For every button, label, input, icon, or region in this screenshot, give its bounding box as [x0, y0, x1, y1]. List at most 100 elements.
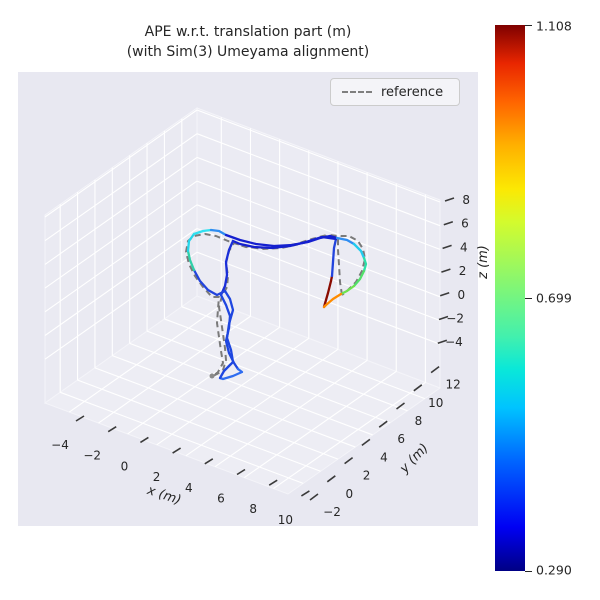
gridline-z [44, 204, 198, 313]
estimate-segment [218, 367, 244, 381]
x-axis-tick [139, 436, 149, 444]
x-axis-label: −2 [83, 449, 101, 463]
gridline-x [60, 391, 304, 484]
gridline-z [196, 251, 441, 345]
gridline-y [273, 382, 426, 489]
gridline-x [129, 342, 373, 436]
y-axis-label: −2 [323, 505, 341, 519]
x-axis-tick [268, 479, 278, 486]
y-axis-label: 8 [415, 414, 423, 428]
legend: reference [330, 78, 460, 106]
z-axis-label: −2 [446, 312, 464, 326]
estimate-segment [352, 269, 366, 288]
colorbar-label-min: 0.290 [536, 562, 572, 578]
legend-item-label: reference [381, 84, 444, 100]
x-axis-label: 6 [217, 492, 225, 506]
gridline-x [164, 318, 408, 412]
gridline-x [94, 367, 339, 460]
gridline-y [214, 359, 368, 468]
gridline-z [44, 180, 198, 289]
estimate-segment [330, 237, 338, 278]
z-axis-title: z (m) [476, 245, 491, 280]
estimate-segment [186, 232, 196, 253]
z-axis-tick [441, 268, 451, 273]
gridline-x [112, 355, 356, 448]
x-axis-label: 4 [185, 481, 193, 495]
z-axis-tick [439, 292, 450, 297]
z-axis-label: 6 [461, 217, 469, 231]
x-axis-label: −4 [51, 438, 69, 452]
z-axis-label: 8 [462, 193, 470, 207]
x-axis-label: 0 [121, 459, 129, 473]
estimate-segment [192, 268, 227, 297]
gridline-x [181, 306, 425, 400]
colorbar-tick-mid [525, 298, 532, 299]
gridline-y [68, 304, 222, 413]
z-axis-label: −4 [445, 335, 463, 349]
gridline-y [98, 315, 251, 424]
y-axis-tick [344, 456, 354, 465]
estimate-segment [219, 239, 235, 297]
gridline-z [196, 109, 441, 203]
gridline-z [196, 156, 441, 250]
y-axis-tick [378, 420, 388, 428]
x-axis-label: 8 [249, 502, 257, 516]
legend-dashed-line-icon [342, 91, 372, 93]
y-axis-tick [361, 438, 371, 447]
z-axis-tick [444, 197, 455, 202]
y-axis-label: 4 [380, 450, 388, 464]
gridline-z [44, 133, 198, 242]
gridline-y [127, 326, 280, 435]
colorbar-label-max: 1.108 [536, 18, 572, 34]
estimate-segment [218, 289, 235, 380]
estimate-segment [224, 233, 339, 248]
estimate-segment [209, 228, 228, 237]
y-axis-tick [396, 402, 405, 410]
y-axis-tick [430, 365, 440, 374]
gridline-y [243, 370, 397, 479]
x-axis-label: 2 [153, 470, 161, 484]
estimate-segment [186, 249, 196, 272]
estimate-segment [352, 242, 366, 260]
z-axis-tick [442, 244, 452, 250]
x-axis-tick [204, 458, 214, 465]
estimate-segment [339, 284, 356, 296]
gridline-z [196, 204, 441, 298]
colorbar-label-mid: 0.699 [536, 290, 572, 306]
z-axis-label: 2 [459, 264, 467, 278]
z-axis-tick [443, 220, 454, 226]
x-axis-tick [236, 468, 246, 476]
gridline-z [44, 228, 198, 336]
y-axis-label: 12 [445, 378, 460, 392]
plot-title-line2: (with Sim(3) Umeyama alignment) [126, 44, 370, 60]
pane-floor [43, 295, 442, 495]
z-axis-label: 4 [460, 240, 468, 254]
gridline-z [196, 133, 441, 227]
gridline-y [185, 348, 339, 457]
reference-endpoint-dot [209, 373, 215, 379]
estimate-segment [335, 236, 356, 246]
y-axis-label: 0 [345, 487, 353, 501]
gridline-z [196, 180, 441, 274]
x-axis-tick [172, 447, 182, 454]
estimate-trajectory [186, 228, 368, 381]
z-axis-tick [437, 339, 448, 344]
gridlines [44, 109, 441, 489]
colorbar-tick-min [525, 571, 532, 572]
plot-title: APE w.r.t. translation part (m) (with Si… [18, 22, 478, 62]
y-axis-tick [309, 493, 319, 501]
estimate-segment [192, 228, 213, 236]
colorbar [495, 25, 525, 571]
gridline-z [44, 156, 198, 265]
y-axis-label: 2 [363, 469, 371, 483]
z-axis-tick [438, 315, 449, 321]
x-axis-tick [107, 426, 117, 433]
y-axis-label: 10 [428, 396, 443, 410]
tick-marks [75, 197, 455, 501]
gridline-y [156, 337, 310, 446]
y-axis-tick [326, 475, 336, 483]
estimate-segment [322, 274, 334, 309]
colorbar-tick-max [525, 25, 532, 26]
